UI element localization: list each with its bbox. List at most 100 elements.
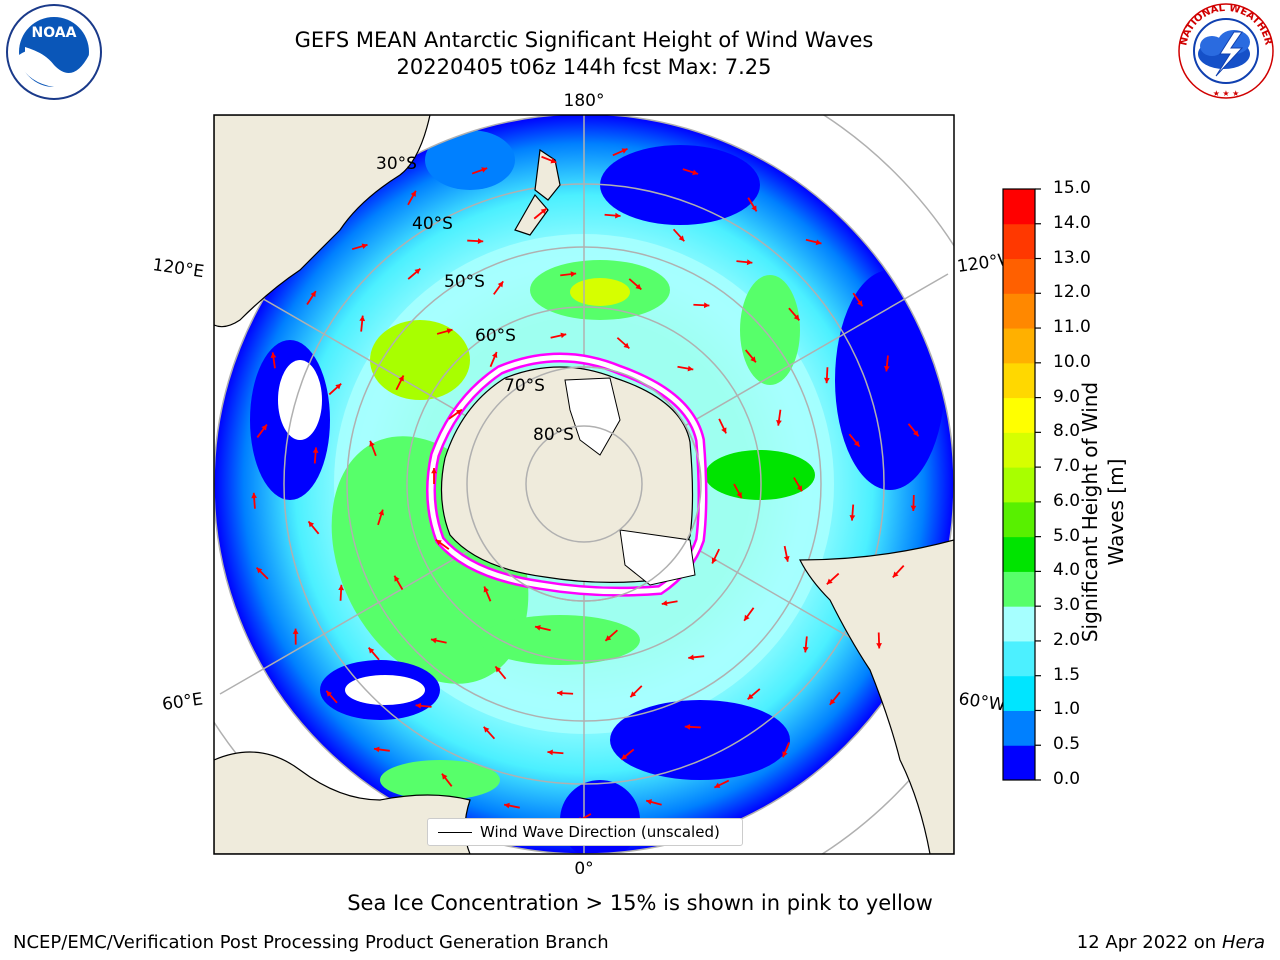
- wave-arrow-head: [495, 666, 501, 673]
- colorbar-tick-label: 3.0: [1053, 595, 1081, 616]
- colorbar-tick-label: 11.0: [1053, 317, 1091, 338]
- noaa-logo: NOAA: [6, 4, 102, 100]
- colorbar-tick-label: 13.0: [1053, 247, 1091, 268]
- wave-arrow-head: [361, 243, 368, 250]
- colorbar-swatch: [1003, 675, 1035, 711]
- legend-line-icon: [438, 831, 472, 833]
- wave-arrow-head: [435, 539, 442, 546]
- colorbar-swatch: [1003, 467, 1035, 503]
- wave-arrow-head: [446, 328, 453, 334]
- wave-arrow-head: [373, 746, 380, 753]
- colorbar-swatch: [1003, 710, 1035, 746]
- colorbar-tick-label: 9.0: [1053, 386, 1081, 407]
- colorbar-swatch: [1003, 536, 1035, 572]
- wave-arrow-head: [824, 377, 830, 384]
- wave-arrow-head: [796, 485, 802, 492]
- colorbar-swatch: [1003, 397, 1035, 433]
- colorbar-swatch: [1003, 362, 1035, 399]
- wave-arrow-head: [308, 521, 315, 528]
- colorbar-tick-label: 6.0: [1053, 490, 1081, 511]
- colorbar-swatch: [1003, 432, 1035, 468]
- lat-label-60s: 60°S: [475, 326, 516, 346]
- colorbar-swatch: [1003, 328, 1035, 364]
- wave-arrow-head: [570, 271, 577, 277]
- wave-arrow-head: [621, 753, 628, 760]
- wave-arrow-head: [605, 635, 612, 641]
- footer-date: 12 Apr 2022 on Hera: [1077, 932, 1265, 953]
- colorbar-tick-label: 15.0: [1053, 178, 1091, 198]
- lon-label-0: 0°: [574, 859, 593, 879]
- wave-arrow-head: [736, 492, 742, 499]
- wave-arrow-head: [338, 584, 344, 591]
- wave-arrow-head: [550, 157, 557, 164]
- colorbar-tick-label: 10.0: [1053, 351, 1091, 372]
- wave-arrow-head: [688, 654, 694, 661]
- wave-arrow-head: [678, 235, 685, 242]
- colorbar-tick-label: 0.0: [1053, 769, 1081, 789]
- colorbar-frame: [1002, 188, 1036, 781]
- colorbar-swatch: [1003, 258, 1035, 294]
- lon-label-60e: 60°E: [161, 689, 204, 714]
- svg-text:★ ★ ★: ★ ★ ★: [1213, 89, 1240, 98]
- lat-label-70s: 70°S: [504, 376, 545, 396]
- colorbar-tick-label: 0.5: [1053, 734, 1081, 755]
- wave-arrow-head: [744, 614, 750, 621]
- wave-arrow-head: [256, 567, 263, 574]
- colorbar-swatch: [1003, 571, 1035, 607]
- wave-arrow-head: [359, 315, 366, 322]
- wave-arrow-head: [560, 332, 567, 339]
- colorbar-label: Significant Height of Wind Waves [m]: [1078, 381, 1128, 643]
- wave-arrow-head: [535, 625, 541, 631]
- colorbar-swatch: [1003, 223, 1035, 260]
- wave-arrow-head: [430, 637, 437, 644]
- wave-arrow-head: [483, 586, 489, 593]
- wave-arrow-head: [826, 578, 833, 585]
- wave-arrow-head: [687, 365, 694, 372]
- wave-arrow-head: [849, 515, 856, 521]
- wave-arrow-head: [398, 375, 404, 382]
- wave-arrow-head: [326, 690, 333, 697]
- chart-title: GEFS MEAN Antarctic Significant Height o…: [294, 28, 874, 52]
- wave-arrow-head: [557, 690, 563, 697]
- colorbar-tick-label: 12.0: [1053, 282, 1091, 303]
- wave-arrow-head: [782, 751, 788, 758]
- wave-arrow-head: [793, 314, 800, 321]
- lon-label-60w: 60°W: [957, 689, 1006, 715]
- wave-arrow-head: [369, 440, 375, 447]
- wave-arrow-head: [884, 365, 890, 372]
- colorbar-swatch: [1003, 745, 1035, 781]
- lat-label-30s: 30°S: [376, 154, 417, 174]
- lat-label-40s: 40°S: [412, 214, 453, 234]
- wave-arrow-head: [312, 447, 319, 453]
- wave-arrow-head: [876, 643, 882, 649]
- wave-arrow-head: [504, 802, 510, 809]
- wave-arrow-head: [491, 351, 498, 358]
- colorbar-tick-label: 5.0: [1053, 525, 1081, 546]
- wave-arrow-head: [692, 169, 699, 176]
- colorbar-tick-label: 14.0: [1053, 212, 1091, 233]
- wave-arrow-head: [414, 268, 421, 275]
- wave-arrow-head: [310, 291, 316, 298]
- wave-arrow-head: [721, 427, 727, 434]
- wave-arrow-head: [776, 419, 782, 426]
- colorbar-swatch: [1003, 606, 1035, 642]
- wave-arrow-head: [910, 505, 917, 511]
- wave-arrow-head: [410, 190, 416, 197]
- wave-arrow-head: [540, 208, 547, 215]
- wave-arrow-head: [746, 259, 753, 266]
- colorbar-swatch: [1003, 189, 1035, 225]
- nws-logo: NATIONAL WEATHER SERVICE ★ ★ ★: [1176, 2, 1274, 99]
- colorbar-tick-label: 2.0: [1053, 629, 1081, 650]
- wave-arrow-head: [853, 440, 860, 447]
- legend-label: Wind Wave Direction (unscaled): [480, 823, 720, 841]
- colorbar-swatch: [1003, 501, 1035, 538]
- colorbar: [1002, 188, 1041, 781]
- wave-arrow-head: [455, 409, 462, 416]
- wave-arrow-head: [441, 773, 448, 780]
- wave-arrow-head: [547, 749, 553, 756]
- wave-arrow-head: [497, 281, 504, 288]
- wave-arrow-head: [703, 302, 710, 309]
- wind-wave-arrows: [251, 148, 920, 823]
- footer-date-text: 12 Apr 2022 on: [1076, 932, 1222, 953]
